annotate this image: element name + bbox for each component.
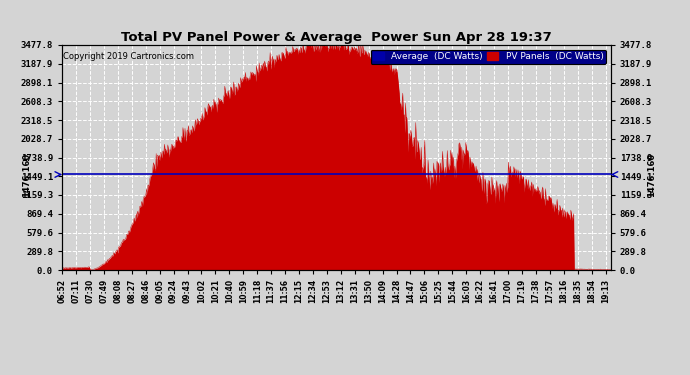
Text: 1476.160: 1476.160: [647, 152, 656, 196]
Text: Copyright 2019 Cartronics.com: Copyright 2019 Cartronics.com: [63, 52, 194, 61]
Text: 1476.160: 1476.160: [22, 152, 31, 196]
Title: Total PV Panel Power & Average  Power Sun Apr 28 19:37: Total PV Panel Power & Average Power Sun…: [121, 31, 552, 44]
Legend: Average  (DC Watts), PV Panels  (DC Watts): Average (DC Watts), PV Panels (DC Watts): [371, 50, 606, 64]
